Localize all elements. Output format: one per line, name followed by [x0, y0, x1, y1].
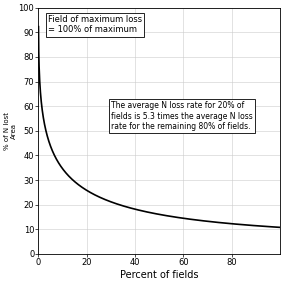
Text: Field of maximum loss
= 100% of maximum: Field of maximum loss = 100% of maximum: [48, 15, 142, 34]
Text: The average N loss rate for 20% of
fields is 5.3 times the average N loss
rate f: The average N loss rate for 20% of field…: [111, 101, 253, 131]
Y-axis label: % of N lost
Area: % of N lost Area: [4, 112, 17, 150]
X-axis label: Percent of fields: Percent of fields: [120, 270, 199, 280]
